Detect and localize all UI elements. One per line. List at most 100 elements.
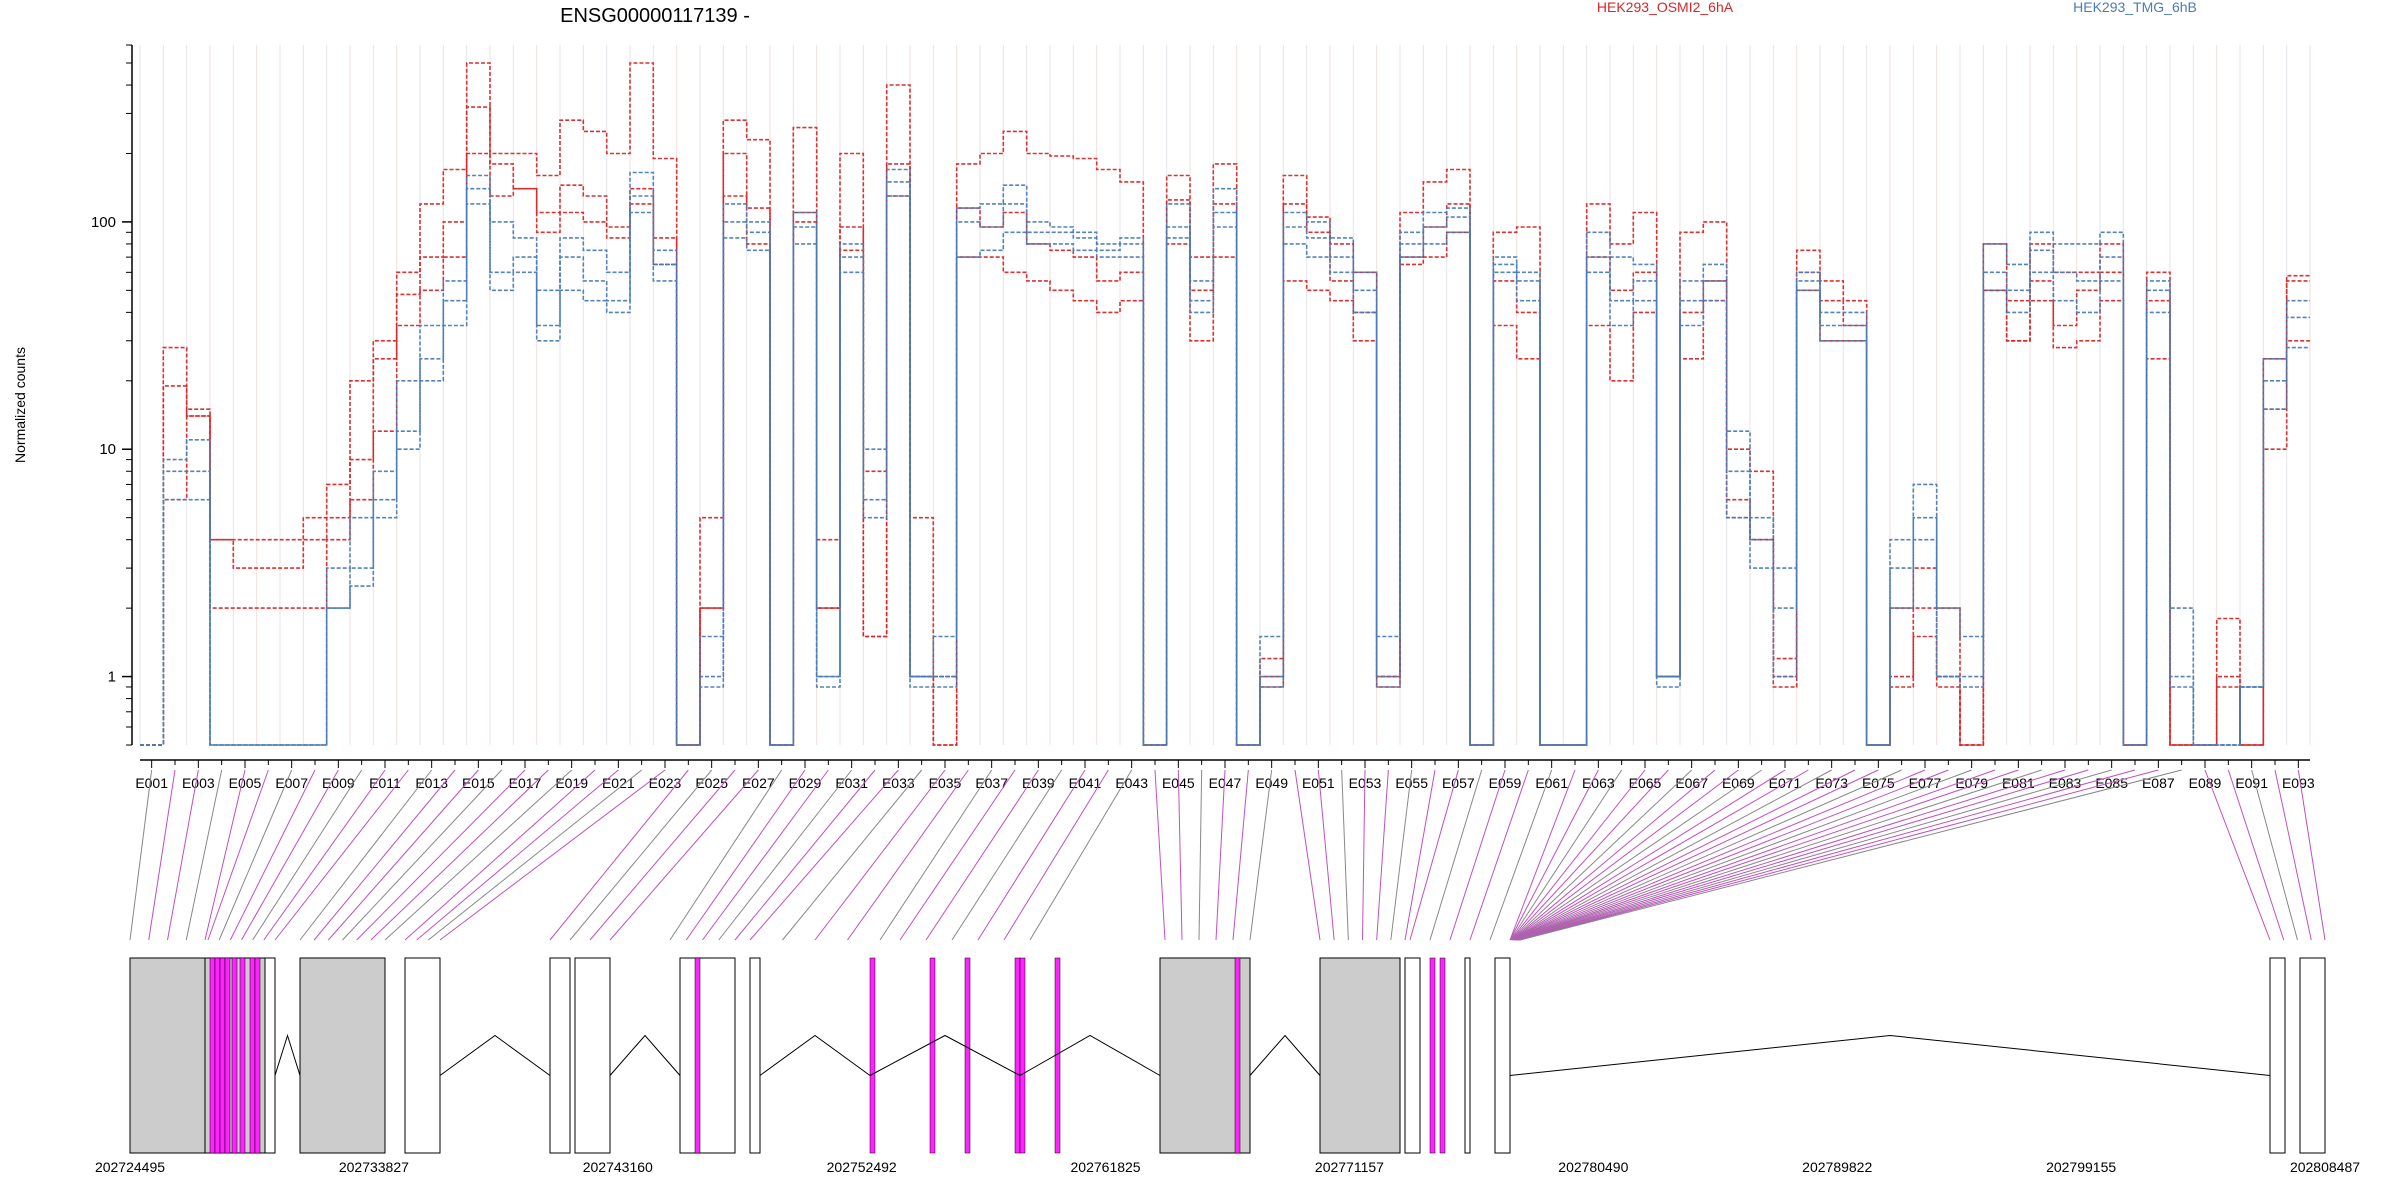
genomic-coordinate-label: 202761825 — [1071, 1159, 1141, 1175]
connector-line — [1376, 769, 1389, 941]
connector-line — [1404, 769, 1436, 941]
connector-line — [1518, 769, 2089, 941]
series-line-5 — [140, 181, 2310, 746]
x-tick-label: E007 — [275, 775, 308, 791]
x-tick-label: E075 — [1862, 775, 1895, 791]
intron-line — [274, 1033, 301, 1076]
exon-block — [574, 957, 611, 1154]
connector-line — [2297, 769, 2326, 941]
connector-line — [1512, 769, 1739, 941]
x-tick-label: E001 — [135, 775, 168, 791]
genomic-coordinate-label: 202789822 — [1802, 1159, 1872, 1175]
connector-line — [1317, 769, 1335, 941]
x-tick-label: E013 — [415, 775, 448, 791]
x-tick-label: E055 — [1395, 775, 1428, 791]
genomic-coordinate-label: 202752492 — [827, 1159, 897, 1175]
x-tick-label: E091 — [2235, 775, 2268, 791]
highlighted-exon — [1234, 957, 1241, 1154]
connector-line — [1514, 769, 1902, 941]
connector-line — [384, 769, 573, 941]
connector-line — [1215, 769, 1226, 941]
series-lines — [140, 62, 2310, 746]
connector-line — [229, 769, 316, 941]
x-tick-label: E063 — [1582, 775, 1615, 791]
connector-line — [1029, 769, 1133, 941]
connector-line — [327, 769, 479, 941]
connector-line — [1177, 769, 1183, 941]
series-line-2 — [140, 62, 2310, 746]
connector-line — [207, 769, 269, 941]
connector-line — [356, 769, 526, 941]
exon-block — [264, 957, 276, 1154]
x-tick-label: E031 — [835, 775, 868, 791]
x-tick-label: E073 — [1815, 775, 1848, 791]
highlighted-exon — [1019, 957, 1026, 1154]
genomic-coordinate-label: 202808487 — [2290, 1159, 2360, 1175]
connector-line — [404, 769, 596, 941]
connector-line — [669, 769, 783, 941]
connector-line — [685, 769, 806, 941]
highlighted-exon — [694, 957, 701, 1154]
connector-line — [1509, 769, 1623, 941]
connector-line — [1515, 769, 1949, 941]
y-tick-label: 10 — [99, 441, 116, 458]
x-tick-label: E077 — [1909, 775, 1942, 791]
genomic-coordinate-label: 202724495 — [95, 1159, 165, 1175]
connector-line — [1514, 769, 1879, 941]
x-tick-label: E037 — [975, 775, 1008, 791]
connector-line — [1516, 769, 1972, 941]
x-tick-label: E087 — [2142, 775, 2175, 791]
highlighted-exon — [1014, 957, 1021, 1154]
connector-line — [1517, 769, 2042, 941]
connector-line — [1429, 769, 1483, 941]
connector-line — [148, 769, 176, 941]
connector-line — [1003, 769, 1109, 941]
genomic-coordinate-label: 202771157 — [1315, 1159, 1384, 1175]
connector-line — [1232, 769, 1249, 941]
x-tick-label: E019 — [555, 775, 588, 791]
y-axis: 1 10 100 — [91, 44, 133, 746]
connector-line — [428, 769, 642, 941]
chart-title: ENSG00000117139 - — [560, 5, 750, 27]
connector-line — [782, 769, 923, 941]
connector-line — [1512, 769, 1762, 941]
connector-line — [1512, 769, 1786, 941]
x-tick-label: E003 — [182, 775, 215, 791]
exon-block — [2299, 957, 2326, 1154]
connector-line — [252, 769, 363, 941]
exon-connector-lines — [129, 769, 2326, 941]
highlighted-exon — [249, 957, 256, 1154]
connector-line — [185, 769, 223, 941]
genomic-coordinate-label: 202780490 — [1558, 1159, 1628, 1175]
x-tick-label: E049 — [1255, 775, 1288, 791]
connector-line — [1294, 769, 1321, 941]
exon-block — [299, 957, 386, 1154]
exon-block — [129, 957, 206, 1154]
connector-line — [589, 769, 736, 941]
legend-entry-osmi2: HEK293_OSMI2_6hA — [1597, 0, 1734, 15]
genomic-coordinate-axis: 202724495 202733827 202743160 202752492 2027… — [95, 1159, 2360, 1175]
x-tick-label: E079 — [1955, 775, 1988, 791]
connector-line — [1390, 769, 1413, 941]
connector-line — [167, 769, 199, 941]
connector-line — [370, 769, 549, 941]
connector-line — [749, 769, 899, 941]
connector-line — [702, 769, 829, 941]
x-tick-label: E043 — [1115, 775, 1148, 791]
intron-line — [609, 1034, 681, 1076]
exon-block — [549, 957, 571, 1154]
connector-line — [218, 769, 293, 941]
highlighted-exon — [231, 957, 238, 1154]
highlighted-exon — [929, 957, 936, 1154]
connector-line — [1519, 769, 2159, 941]
connector-line — [1514, 769, 1856, 941]
exon-block — [679, 957, 736, 1154]
series-line-4 — [140, 168, 2310, 746]
exon-block — [749, 957, 761, 1154]
connector-line — [1510, 769, 1669, 941]
exon-block — [404, 957, 441, 1154]
connector-line — [1341, 769, 1349, 941]
connector-line — [129, 769, 153, 941]
x-axis: E001 E003 E005 E007 E009 E011 E013 E015 E017 E019… — [135, 759, 2315, 791]
